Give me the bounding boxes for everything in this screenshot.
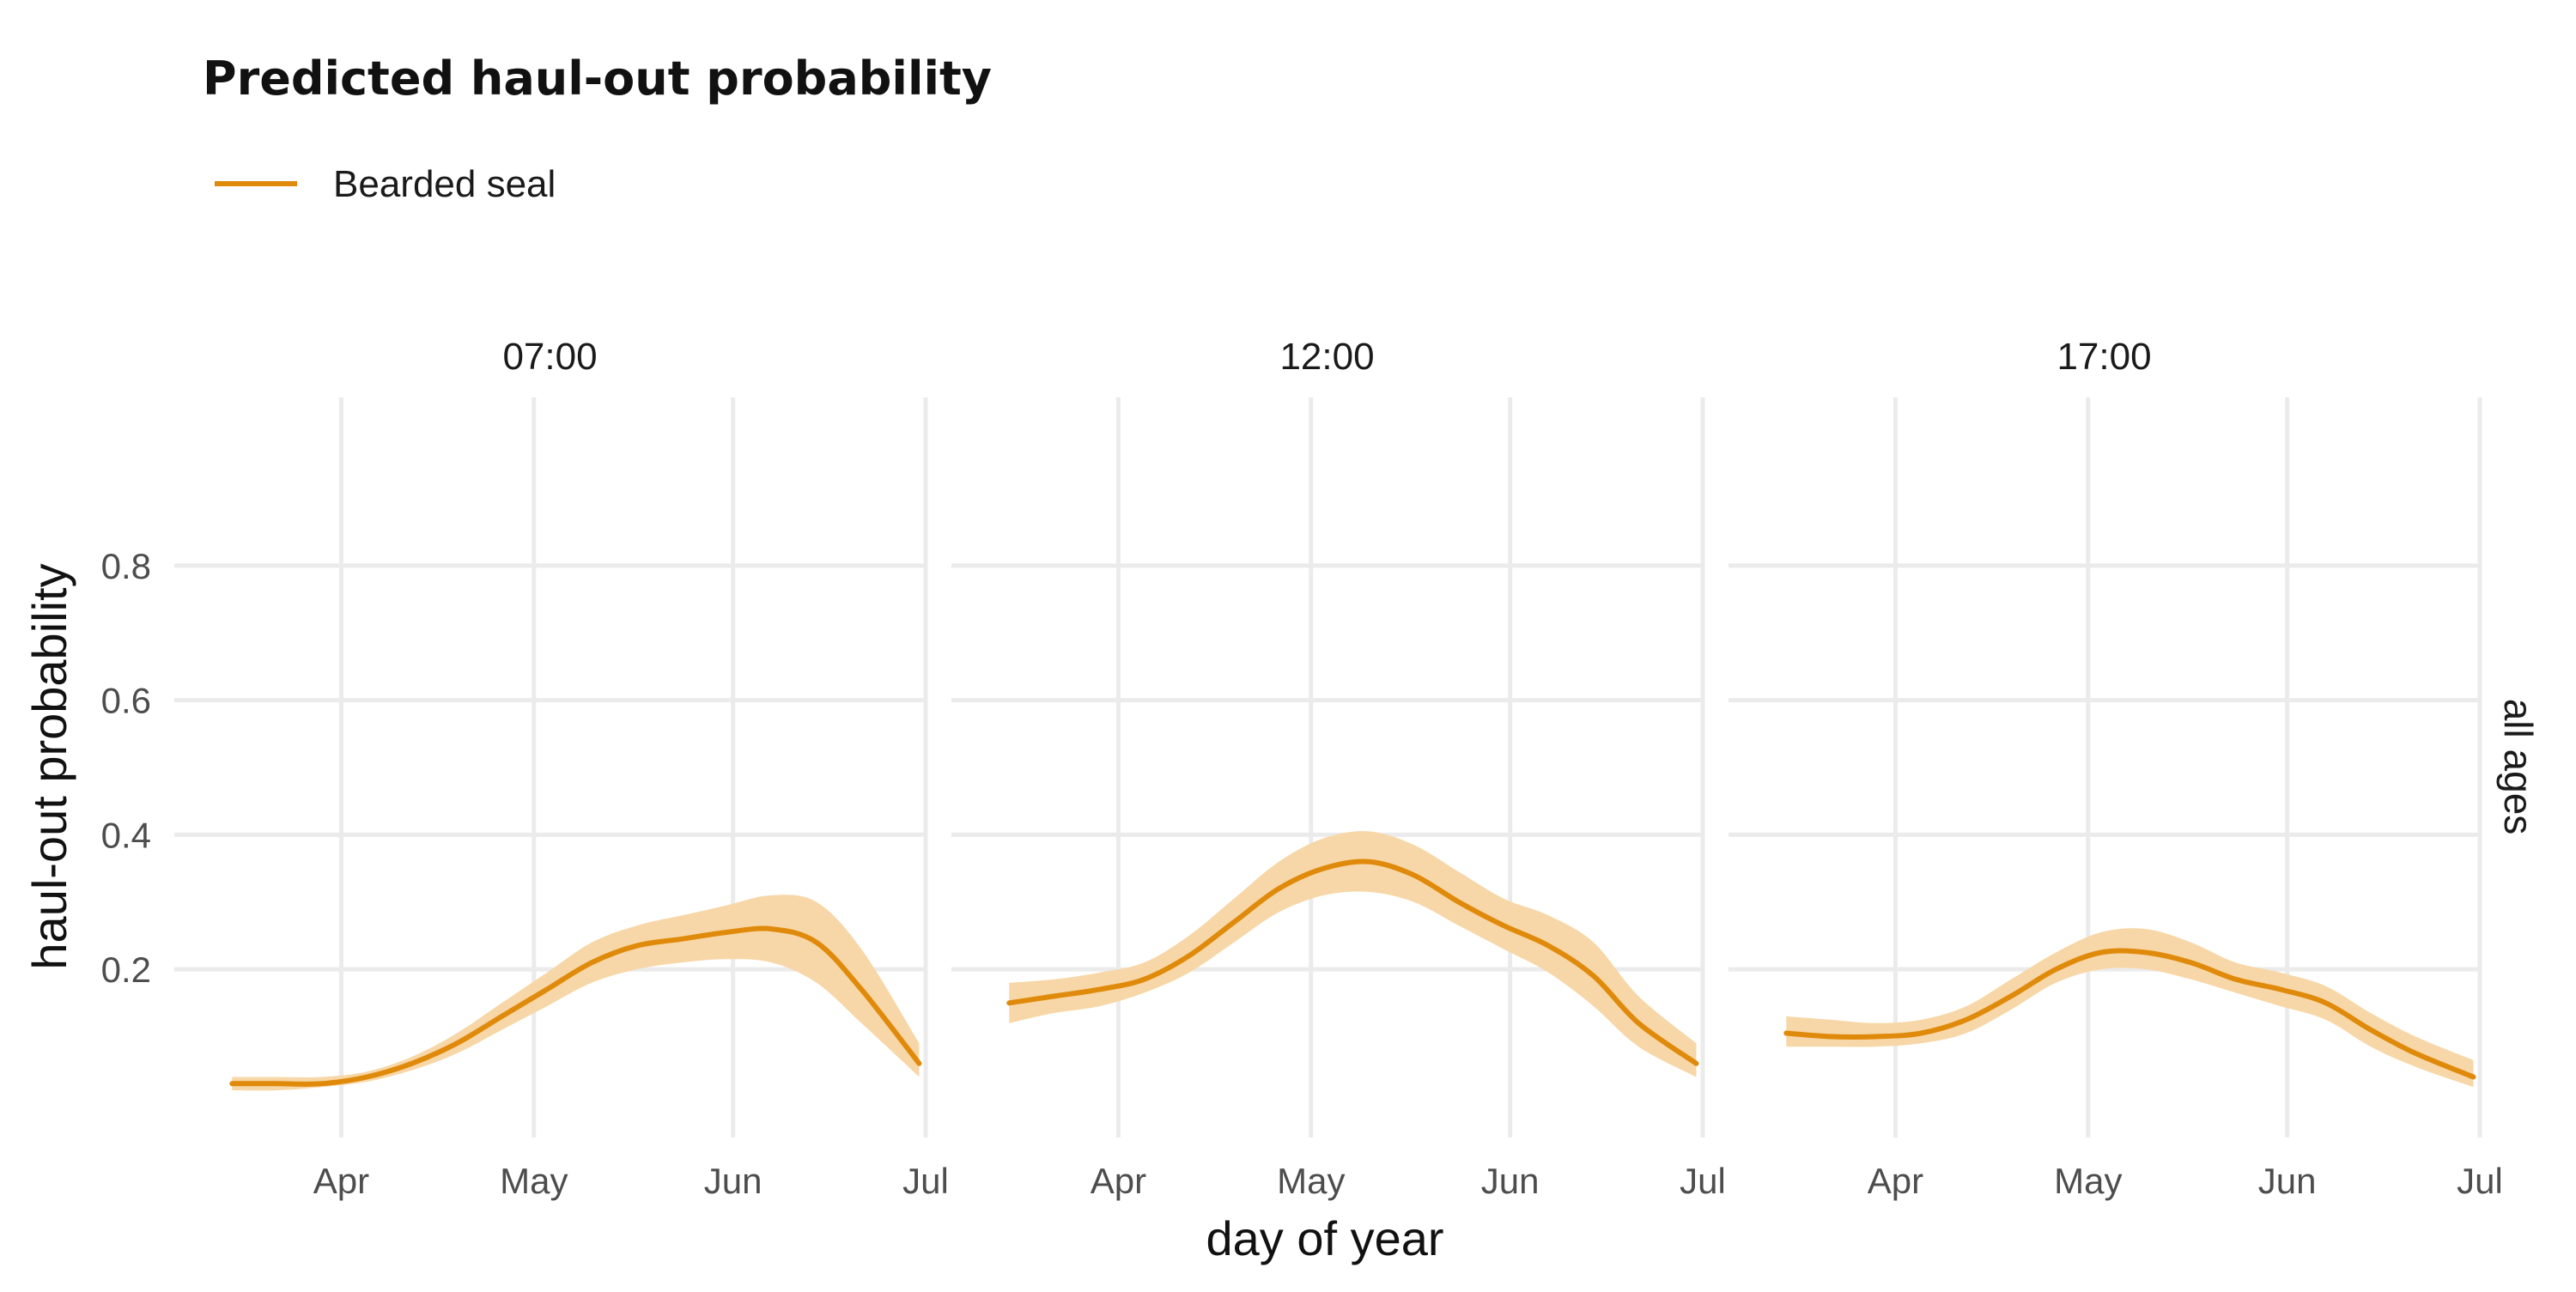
confidence-band-0 (1009, 831, 1697, 1077)
y-tick-label-1: 0.4 (101, 815, 151, 855)
y-tick-label-3: 0.8 (101, 546, 151, 586)
x-tick-label-3: Jul (902, 1161, 949, 1201)
chart-title: Predicted haul-out probability (203, 52, 992, 106)
x-tick-label-0: Apr (313, 1161, 369, 1201)
facet-panel-1: 12:00 Apr May Jun Jul (951, 336, 1726, 1201)
facet-panel-2: 17:00 Apr May Jun Jul (1728, 336, 2503, 1201)
x-tick-label-0: Apr (1091, 1161, 1146, 1201)
x-axis-title: day of year (1206, 1211, 1443, 1265)
facet-strip-label: 17:00 (2057, 336, 2151, 378)
facet-strip-label: 07:00 (502, 336, 597, 378)
facet-strip-label: 12:00 (1279, 336, 1374, 378)
legend-label-bearded-seal: Bearded seal (333, 163, 556, 205)
confidence-band-0 (232, 895, 920, 1091)
y-tick-label-2: 0.6 (101, 681, 151, 721)
x-tick-label-2: Jun (2258, 1161, 2317, 1201)
facet-panel-0: 07:00 Apr May Jun Jul (174, 336, 949, 1201)
x-tick-label-3: Jul (1680, 1161, 1726, 1201)
x-tick-label-2: Jun (1481, 1161, 1540, 1201)
x-tick-label-3: Jul (2457, 1161, 2503, 1201)
x-tick-label-0: Apr (1868, 1161, 1923, 1201)
y-axis-title: haul-out probability (22, 563, 76, 969)
x-tick-label-1: May (500, 1161, 568, 1201)
series-line-0 (1006, 858, 1699, 1066)
facet-panels: 0.2 0.4 0.6 0.8 07:00 Apr May Jun Jul 12:00 Apr May… (101, 336, 2503, 1201)
series-line-0 (229, 925, 922, 1087)
legend: Bearded seal (215, 163, 556, 205)
x-tick-label-2: Jun (704, 1161, 762, 1201)
x-tick-label-1: May (1277, 1161, 1345, 1201)
x-tick-label-1: May (2054, 1161, 2122, 1201)
row-facet-label: all ages (2496, 699, 2541, 835)
series-line-0 (1783, 948, 2476, 1080)
y-tick-label-0: 0.2 (101, 949, 151, 990)
